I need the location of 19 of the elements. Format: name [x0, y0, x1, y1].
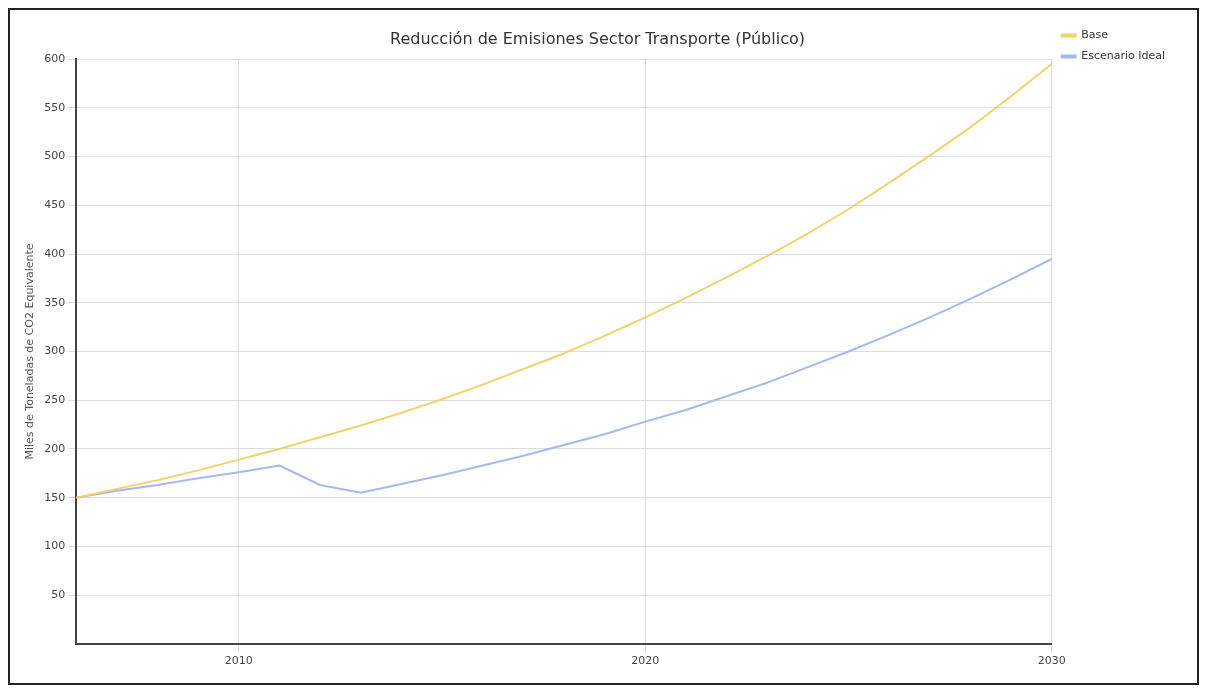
y-tick-label: 600	[44, 52, 66, 66]
legend-label: Base	[1081, 28, 1109, 42]
chart-title: Reducción de Emisiones Sector Transporte (Público)	[390, 28, 805, 48]
y-tick-label: 200	[44, 441, 66, 455]
y-tick-label: 450	[44, 198, 66, 212]
y-tick-label: 500	[44, 149, 66, 163]
y-tick-label: 50	[51, 587, 66, 601]
y-tick-label: 400	[44, 246, 66, 260]
y-tick-label: 250	[44, 393, 66, 407]
y-tick-label: 100	[44, 539, 66, 553]
y-tick-label: 150	[44, 490, 66, 504]
y-tick-label: 550	[44, 100, 66, 114]
y-tick-label: 350	[44, 295, 66, 309]
legend-label: Escenario Ideal	[1081, 49, 1166, 63]
x-tick-label: 2020	[631, 654, 660, 668]
x-tick-label: 2030	[1037, 654, 1066, 668]
y-tick-label: 300	[44, 344, 66, 358]
x-tick-label: 2010	[224, 654, 253, 668]
y-axis-title: Miles de Toneladas de CO2 Equivalente	[23, 243, 37, 460]
